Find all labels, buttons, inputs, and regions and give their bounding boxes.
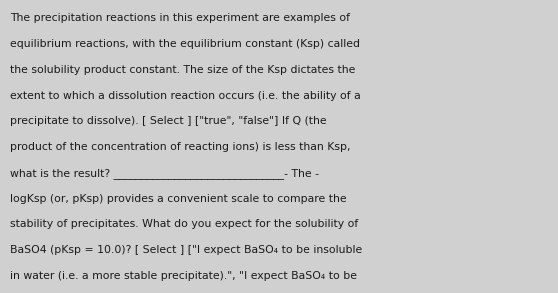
Text: The precipitation reactions in this experiment are examples of: The precipitation reactions in this expe… (10, 13, 350, 23)
Text: in water (i.e. a more stable precipitate).", "I expect BaSO₄ to be: in water (i.e. a more stable precipitate… (10, 271, 357, 281)
Text: extent to which a dissolution reaction occurs (i.e. the ability of a: extent to which a dissolution reaction o… (10, 91, 361, 100)
Text: the solubility product constant. The size of the Ksp dictates the: the solubility product constant. The siz… (10, 65, 355, 75)
Text: equilibrium reactions, with the equilibrium constant (Ksp) called: equilibrium reactions, with the equilibr… (10, 39, 360, 49)
Text: stability of precipitates. What do you expect for the solubility of: stability of precipitates. What do you e… (10, 219, 358, 229)
Text: precipitate to dissolve). [ Select ] ["true", "false"] If Q (the: precipitate to dissolve). [ Select ] ["t… (10, 116, 326, 126)
Text: product of the concentration of reacting ions) is less than Ksp,: product of the concentration of reacting… (10, 142, 350, 152)
Text: logKsp (or, pKsp) provides a convenient scale to compare the: logKsp (or, pKsp) provides a convenient … (10, 194, 347, 204)
Text: what is the result? _______________________________- The -: what is the result? ____________________… (10, 168, 319, 179)
Text: BaSO4 (pKsp = 10.0)? [ Select ] ["I expect BaSO₄ to be insoluble: BaSO4 (pKsp = 10.0)? [ Select ] ["I expe… (10, 245, 362, 255)
